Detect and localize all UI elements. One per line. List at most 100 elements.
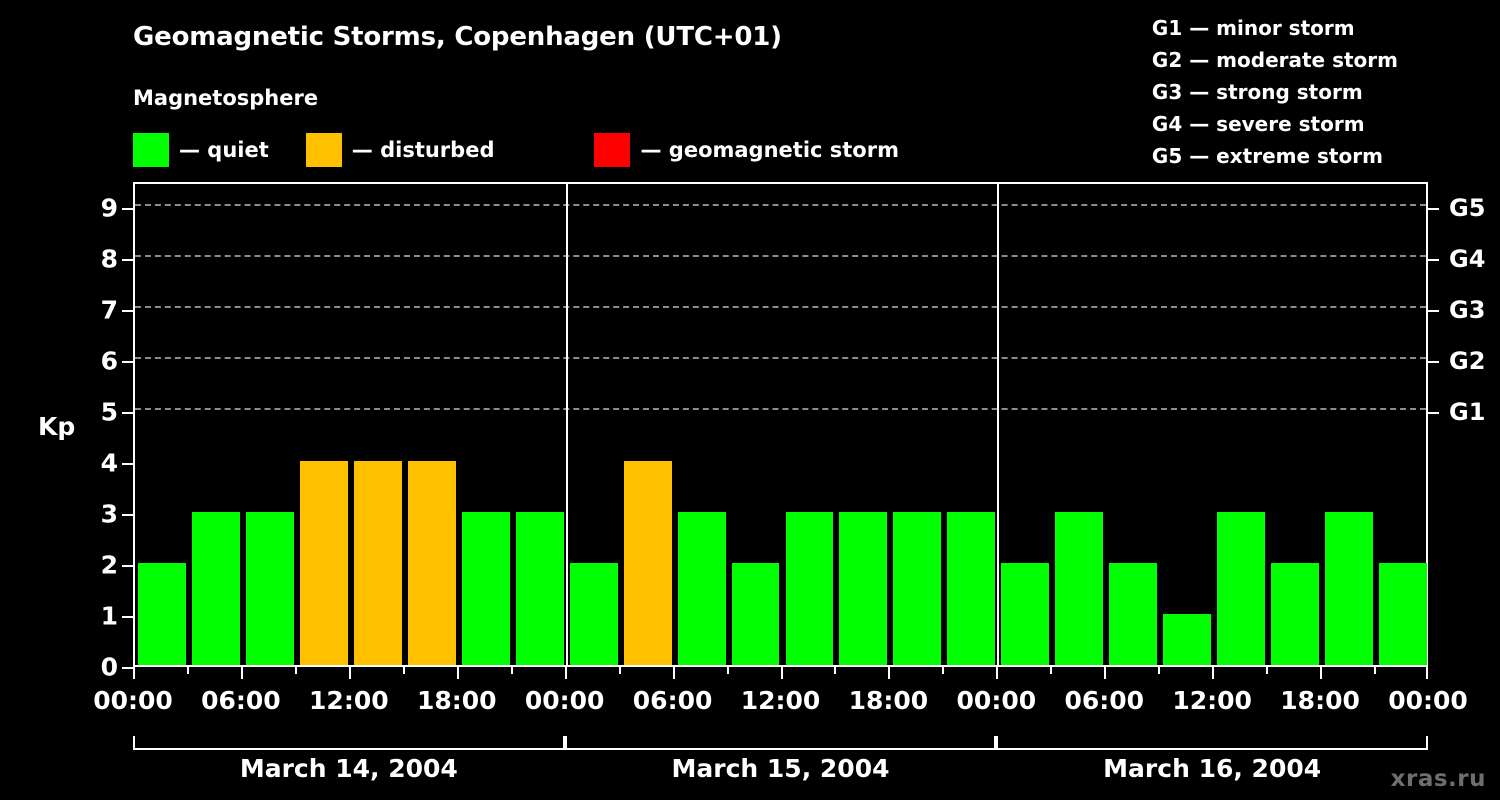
x-tick-20 [1212, 667, 1215, 679]
legend-entry-0[interactable]: — quiet [133, 130, 269, 170]
kp-bar[interactable] [1325, 511, 1374, 665]
y-tick-label-8: 8 [100, 244, 118, 274]
kp-bar[interactable] [461, 511, 510, 665]
y-tick-label-0: 0 [100, 652, 118, 682]
page-title: Geomagnetic Storms, Copenhagen (UTC+01) [133, 22, 782, 52]
x-tick-15 [942, 667, 945, 674]
y-tick-mark-1 [122, 615, 133, 618]
day-bracket-3 [996, 736, 1428, 750]
gridline-kp-5 [135, 407, 1426, 410]
g-tick-mark-G4 [1428, 258, 1439, 261]
x-tick-21 [1266, 667, 1269, 674]
day-bracket-2 [564, 736, 997, 750]
legend-entry-1[interactable]: — disturbed [305, 130, 494, 170]
x-tick-5 [402, 667, 405, 674]
x-tick-label-1: 06:00 [201, 686, 281, 715]
x-tick-19 [1158, 667, 1161, 674]
x-tick-label-10: 12:00 [1172, 686, 1252, 715]
y-tick-mark-3 [122, 513, 133, 516]
g-tick-label-G5: G5 [1449, 193, 1486, 222]
g-tick-mark-G3 [1428, 309, 1439, 312]
day-label-2: March 15, 2004 [671, 754, 890, 783]
kp-bar[interactable] [677, 511, 726, 665]
y-tick-label-9: 9 [100, 193, 118, 223]
legend-entry-2[interactable]: — geomagnetic storm [594, 130, 899, 170]
y-tick-mark-9 [122, 207, 133, 210]
day-bracket-1 [133, 736, 565, 750]
y-tick-label-5: 5 [100, 397, 118, 427]
quiet-swatch [133, 133, 169, 167]
x-tick-label-3: 18:00 [416, 686, 497, 715]
kp-bar[interactable] [299, 460, 348, 665]
kp-bar[interactable] [623, 460, 672, 665]
g-tick-mark-G1 [1428, 411, 1439, 414]
kp-bar[interactable] [191, 511, 240, 665]
kp-bar[interactable] [353, 460, 402, 665]
y-tick-label-4: 4 [100, 448, 118, 478]
y-tick-label-1: 1 [100, 601, 118, 631]
gridline-kp-8 [135, 254, 1426, 257]
kp-bar[interactable] [839, 511, 888, 665]
kp-bar[interactable] [245, 511, 294, 665]
g-scale-legend: G1 — minor storm G2 — moderate storm G3 — … [1152, 12, 1398, 172]
x-tick-label-5: 06:00 [632, 686, 713, 715]
bars-layer [135, 184, 1427, 665]
y-tick-mark-6 [122, 360, 133, 363]
kp-bar[interactable] [1001, 562, 1050, 665]
plot-area [133, 182, 1428, 667]
x-tick-3 [294, 667, 297, 674]
kp-bar[interactable] [515, 511, 564, 665]
x-tick-11 [726, 667, 729, 674]
gridline-kp-7 [135, 305, 1426, 308]
x-tick-23 [1374, 667, 1377, 674]
x-tick-13 [834, 667, 837, 674]
kp-bar[interactable] [1217, 511, 1266, 665]
kp-bar[interactable] [407, 460, 456, 665]
storm-swatch [594, 133, 631, 167]
x-tick-14 [888, 667, 891, 679]
kp-bar[interactable] [1109, 562, 1158, 665]
x-tick-label-8: 00:00 [956, 686, 1037, 715]
x-tick-10 [672, 667, 675, 679]
kp-bar[interactable] [1163, 613, 1212, 665]
plot-inner [135, 184, 1427, 665]
x-tick-6 [456, 667, 459, 679]
x-tick-22 [1320, 667, 1323, 679]
disturbed-swatch [305, 133, 342, 167]
x-tick-label-11: 18:00 [1280, 686, 1360, 715]
legend-label-0: — quiet [179, 138, 269, 162]
g-tick-label-G2: G2 [1449, 346, 1486, 375]
g-scale-line-1: G1 — minor storm [1151, 16, 1355, 40]
kp-bar[interactable] [731, 562, 780, 665]
kp-bar[interactable] [785, 511, 834, 665]
y-tick-mark-2 [122, 564, 133, 567]
kp-bar[interactable] [947, 511, 996, 665]
x-tick-label-6: 12:00 [740, 686, 821, 715]
kp-bar[interactable] [138, 562, 186, 665]
kp-bar[interactable] [893, 511, 942, 665]
g-tick-label-G3: G3 [1449, 295, 1486, 324]
y-tick-label-2: 2 [100, 550, 118, 580]
day-divider-2 [997, 184, 1000, 665]
x-tick-label-9: 06:00 [1064, 686, 1145, 715]
series-label: Magnetosphere [133, 86, 319, 110]
y-tick-label-6: 6 [100, 346, 118, 376]
legend-label-2: — geomagnetic storm [640, 138, 899, 162]
kp-bar[interactable] [569, 562, 618, 665]
y-tick-mark-5 [122, 411, 133, 414]
color-legend: — quiet — disturbed — geomagnetic storm [133, 130, 899, 170]
x-tick-18 [1104, 667, 1107, 679]
x-tick-2 [240, 667, 243, 679]
kp-bar[interactable] [1379, 562, 1427, 665]
x-tick-label-12: 00:00 [1388, 686, 1468, 715]
gridline-kp-9 [135, 203, 1426, 206]
kp-bar[interactable] [1055, 511, 1104, 665]
g-tick-label-G1: G1 [1449, 397, 1486, 426]
x-tick-label-0: 00:00 [93, 686, 173, 715]
gridline-kp-6 [135, 356, 1426, 359]
g-tick-mark-G5 [1428, 207, 1439, 210]
g-scale-line-3: G3 — strong storm [1151, 80, 1363, 104]
kp-bar[interactable] [1271, 562, 1320, 665]
g-scale-line-4: G4 — severe storm [1151, 112, 1365, 136]
x-tick-8 [564, 667, 567, 679]
